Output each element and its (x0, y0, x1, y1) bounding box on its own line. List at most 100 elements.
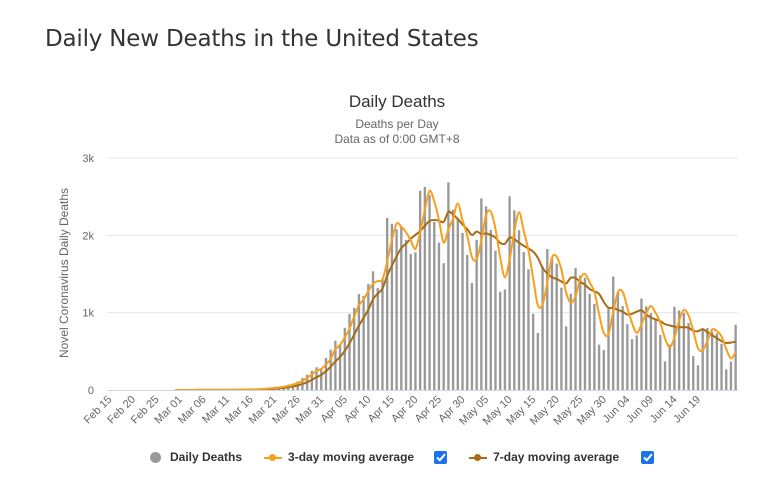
bar-daily-deaths[interactable] (640, 298, 643, 390)
bar-daily-deaths[interactable] (527, 269, 530, 390)
bar-daily-deaths[interactable] (489, 229, 492, 390)
bar-daily-deaths[interactable] (649, 313, 653, 390)
bar-daily-deaths[interactable] (621, 305, 624, 390)
bar-daily-deaths[interactable] (404, 240, 408, 390)
bar-daily-deaths[interactable] (423, 186, 427, 390)
bar-daily-deaths[interactable] (367, 283, 370, 390)
bar-daily-deaths[interactable] (626, 324, 629, 390)
bar-daily-deaths[interactable] (696, 365, 700, 390)
bar-daily-deaths[interactable] (663, 361, 667, 390)
bar-daily-deaths[interactable] (338, 344, 342, 390)
bar-daily-deaths[interactable] (381, 278, 384, 390)
bar-daily-deaths[interactable] (499, 291, 502, 390)
bar-daily-deaths[interactable] (433, 222, 436, 390)
bar-daily-deaths[interactable] (437, 242, 441, 390)
bar-daily-deaths[interactable] (701, 329, 704, 390)
y-axis-label: Novel Coronavirus Daily Deaths (57, 188, 71, 358)
bar-daily-deaths[interactable] (324, 357, 328, 390)
bar-daily-deaths[interactable] (418, 190, 422, 390)
bar-daily-deaths[interactable] (428, 195, 431, 390)
toggle-7-day-checkbox[interactable] (641, 450, 655, 464)
bar-daily-deaths[interactable] (508, 196, 511, 390)
bar-daily-deaths[interactable] (320, 368, 323, 390)
bar-daily-deaths[interactable] (597, 344, 601, 390)
bar-daily-deaths[interactable] (451, 209, 455, 390)
bar-daily-deaths[interactable] (386, 217, 389, 390)
bar-daily-deaths[interactable] (734, 324, 737, 390)
bar-daily-deaths[interactable] (607, 308, 610, 390)
bar-daily-deaths[interactable] (536, 333, 540, 390)
bar-daily-deaths[interactable] (470, 283, 474, 390)
x-tick-label: Jun 19 (671, 394, 703, 426)
bar-daily-deaths[interactable] (673, 306, 676, 390)
legend-line-marker-icon (469, 452, 488, 463)
bar-daily-deaths[interactable] (315, 367, 318, 390)
bar-daily-deaths[interactable] (480, 198, 483, 390)
bar-daily-deaths[interactable] (569, 293, 572, 390)
bar-daily-deaths[interactable] (484, 206, 488, 390)
bar-daily-deaths[interactable] (376, 288, 379, 390)
bar-daily-deaths[interactable] (546, 249, 549, 390)
legend-item-7-day[interactable]: 7-day moving average (469, 450, 619, 464)
bar-daily-deaths[interactable] (371, 271, 375, 390)
bar-daily-deaths[interactable] (550, 257, 554, 390)
bar-daily-deaths[interactable] (531, 313, 535, 390)
bar-daily-deaths[interactable] (517, 230, 521, 390)
bar-daily-deaths[interactable] (334, 340, 337, 390)
bar-daily-deaths[interactable] (668, 344, 671, 390)
legend-item-daily-deaths[interactable]: Daily Deaths (150, 450, 242, 464)
bar-daily-deaths[interactable] (588, 293, 591, 390)
bar-daily-deaths[interactable] (725, 369, 728, 390)
bar-daily-deaths[interactable] (602, 350, 605, 390)
bar-daily-deaths[interactable] (692, 356, 695, 390)
bar-daily-deaths[interactable] (343, 327, 346, 390)
bar-daily-deaths[interactable] (706, 327, 709, 390)
bar-daily-deaths[interactable] (635, 335, 638, 390)
bar-daily-deaths[interactable] (329, 349, 332, 390)
bar-daily-deaths[interactable] (466, 254, 469, 390)
bar-daily-deaths[interactable] (729, 361, 733, 390)
bar-daily-deaths[interactable] (348, 313, 351, 390)
bar-daily-deaths[interactable] (720, 343, 723, 390)
bar-daily-deaths[interactable] (395, 229, 398, 390)
bar-daily-deaths[interactable] (414, 252, 417, 390)
bar-daily-deaths[interactable] (390, 223, 394, 390)
bar-daily-deaths[interactable] (715, 333, 718, 390)
legend-label-daily-deaths: Daily Deaths (170, 450, 243, 464)
bar-daily-deaths[interactable] (564, 326, 568, 390)
y-tick-label: 1k (82, 308, 94, 320)
bar-daily-deaths[interactable] (541, 266, 544, 390)
bar-daily-deaths[interactable] (710, 331, 714, 390)
bar-daily-deaths[interactable] (574, 268, 577, 390)
bar-daily-deaths[interactable] (659, 335, 662, 390)
bar-daily-deaths[interactable] (645, 306, 648, 390)
bar-daily-deaths[interactable] (461, 233, 464, 390)
bar-daily-deaths[interactable] (560, 287, 563, 390)
bar-daily-deaths[interactable] (456, 218, 459, 390)
bar-daily-deaths[interactable] (362, 295, 365, 390)
bar-daily-deaths[interactable] (503, 289, 507, 390)
bar-daily-deaths[interactable] (612, 276, 615, 390)
bar-daily-deaths[interactable] (593, 303, 596, 390)
bar-daily-deaths[interactable] (409, 254, 412, 390)
bar-daily-deaths[interactable] (357, 294, 361, 390)
bar-daily-deaths[interactable] (579, 275, 582, 390)
bar-daily-deaths[interactable] (583, 277, 587, 390)
bar-daily-deaths[interactable] (447, 182, 450, 390)
bar-daily-deaths[interactable] (442, 263, 445, 390)
bar-daily-deaths[interactable] (475, 239, 478, 390)
bar-daily-deaths[interactable] (616, 292, 620, 390)
toggle-3-day-checkbox[interactable] (434, 450, 448, 464)
bar-daily-deaths[interactable] (494, 250, 497, 390)
bar-daily-deaths[interactable] (630, 339, 634, 390)
bar-daily-deaths[interactable] (677, 310, 681, 390)
bar-daily-deaths[interactable] (654, 319, 657, 390)
legend-item-3-day[interactable]: 3-day moving average (264, 450, 414, 464)
bar-daily-deaths[interactable] (687, 323, 690, 390)
bar-daily-deaths[interactable] (522, 252, 525, 390)
bar-daily-deaths[interactable] (682, 312, 686, 390)
bar-daily-deaths[interactable] (513, 210, 516, 390)
bar-daily-deaths[interactable] (353, 307, 356, 390)
bar-daily-deaths[interactable] (555, 263, 558, 390)
bar-daily-deaths[interactable] (400, 227, 403, 390)
